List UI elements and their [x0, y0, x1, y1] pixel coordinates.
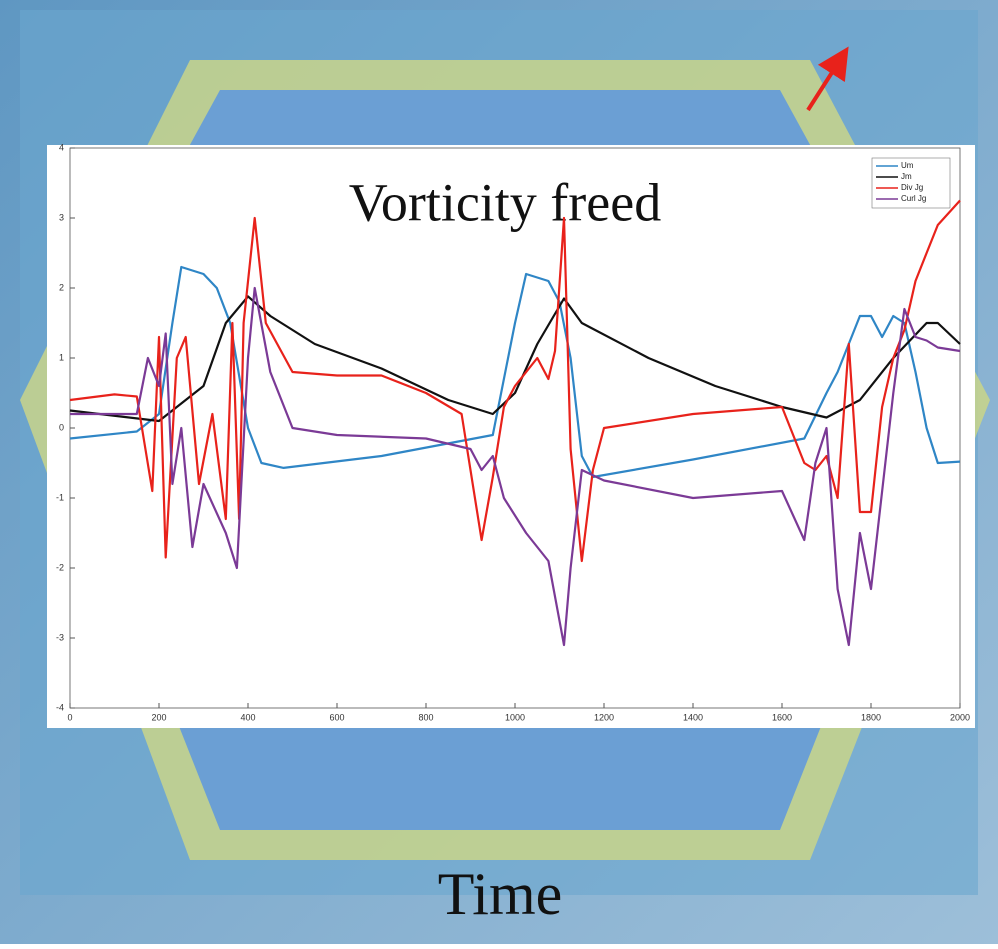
series-line — [69, 295, 961, 423]
series-line — [69, 265, 961, 479]
x-tick-label: 0 — [67, 712, 72, 722]
x-tick-label: 400 — [240, 712, 255, 722]
series-line — [69, 199, 961, 563]
x-tick-label: 1800 — [861, 712, 881, 722]
y-tick-label: -3 — [56, 632, 64, 642]
chart-panel — [47, 145, 975, 728]
x-tick-label: 200 — [151, 712, 166, 722]
chart: Vorticity freed 0 200 400 600 800 1000 1200 140… — [56, 142, 970, 722]
y-tick-label: -1 — [56, 492, 64, 502]
arrow — [806, 46, 849, 112]
legend-label: Jm — [901, 172, 912, 181]
y-tick-label: 0 — [59, 422, 64, 432]
chart-title: Vorticity freed — [349, 172, 661, 232]
y-tick-label: -4 — [56, 702, 64, 712]
legend-label: Div Jg — [901, 183, 923, 192]
x-axis-label: Time — [438, 861, 563, 927]
x-tick-label: 1400 — [683, 712, 703, 722]
x-tick-label: 2000 — [950, 712, 970, 722]
x-tick-label: 1000 — [505, 712, 525, 722]
x-tick-label: 1600 — [772, 712, 792, 722]
x-tick-label: 600 — [329, 712, 344, 722]
legend-label: Um — [901, 161, 914, 170]
y-tick-label: 3 — [59, 212, 64, 222]
y-tick-label: 4 — [59, 142, 64, 152]
y-tick-label: 2 — [59, 282, 64, 292]
y-tick-label: 1 — [59, 352, 64, 362]
x-tick-label: 800 — [418, 712, 433, 722]
legend-label: Curl Jg — [901, 194, 926, 203]
x-tick-label: 1200 — [594, 712, 614, 722]
series-line — [70, 286, 961, 647]
y-tick-label: -2 — [56, 562, 64, 572]
